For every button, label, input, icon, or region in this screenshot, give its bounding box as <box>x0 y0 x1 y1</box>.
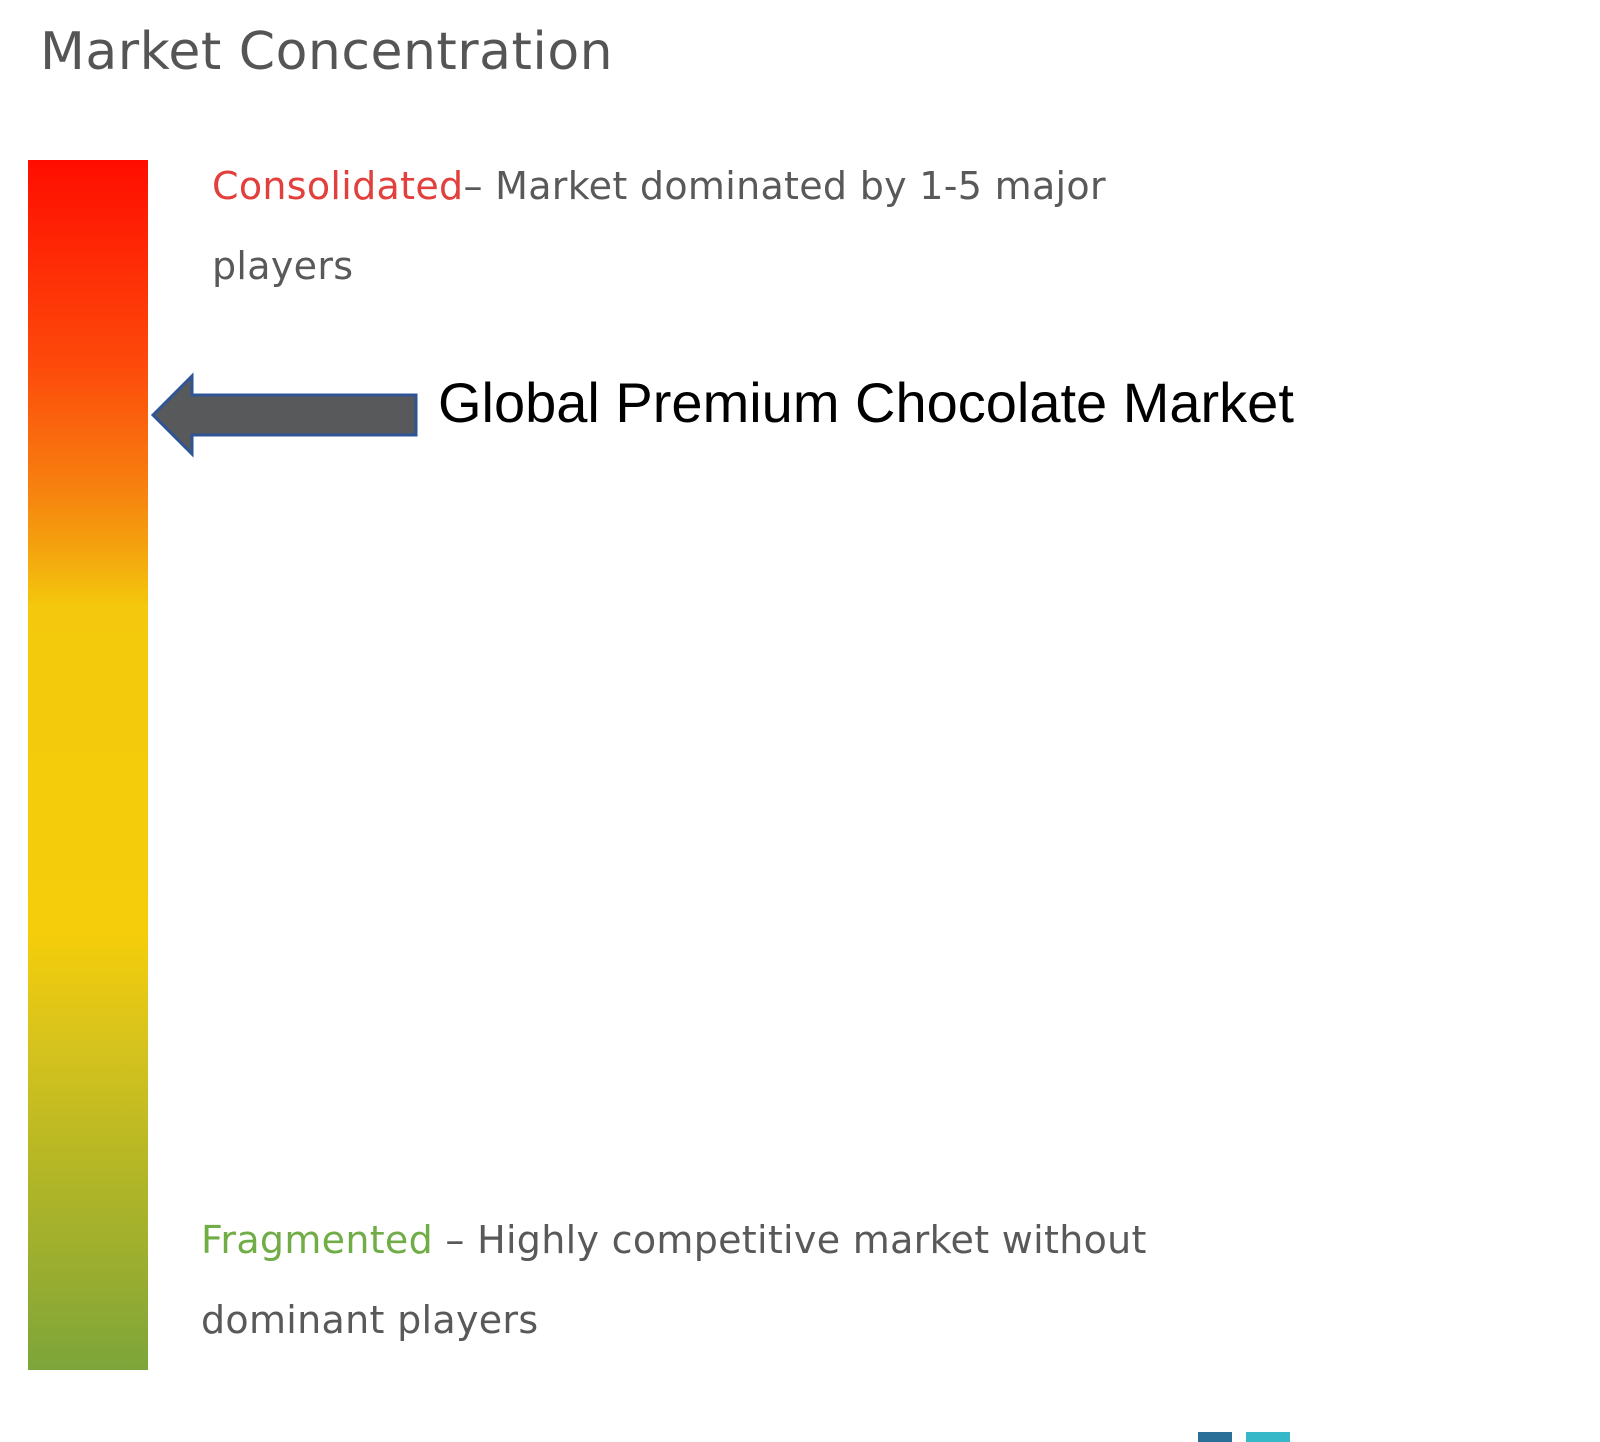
logo-mark-right <box>1246 1432 1290 1442</box>
concentration-gradient-bar <box>28 160 148 1370</box>
left-arrow-icon <box>150 372 418 458</box>
arrow-shape <box>150 372 418 458</box>
consolidated-text: – Market dominated by 1-5 major players <box>212 164 1106 288</box>
fragmented-label: Fragmented <box>201 1218 434 1262</box>
page-title: Market Concentration <box>40 22 614 82</box>
consolidated-label: Consolidated <box>212 164 464 208</box>
fragmented-description: Fragmented – Highly competitive market w… <box>201 1200 1191 1360</box>
market-name-label: Global Premium Chocolate Market <box>438 370 1294 434</box>
fragmented-text: – Highly competitive market without domi… <box>201 1218 1147 1342</box>
consolidated-description: Consolidated– Market dominated by 1-5 ma… <box>212 146 1132 306</box>
logo-mark-left <box>1198 1432 1232 1442</box>
mordor-intelligence-logo-icon <box>1198 1432 1290 1442</box>
